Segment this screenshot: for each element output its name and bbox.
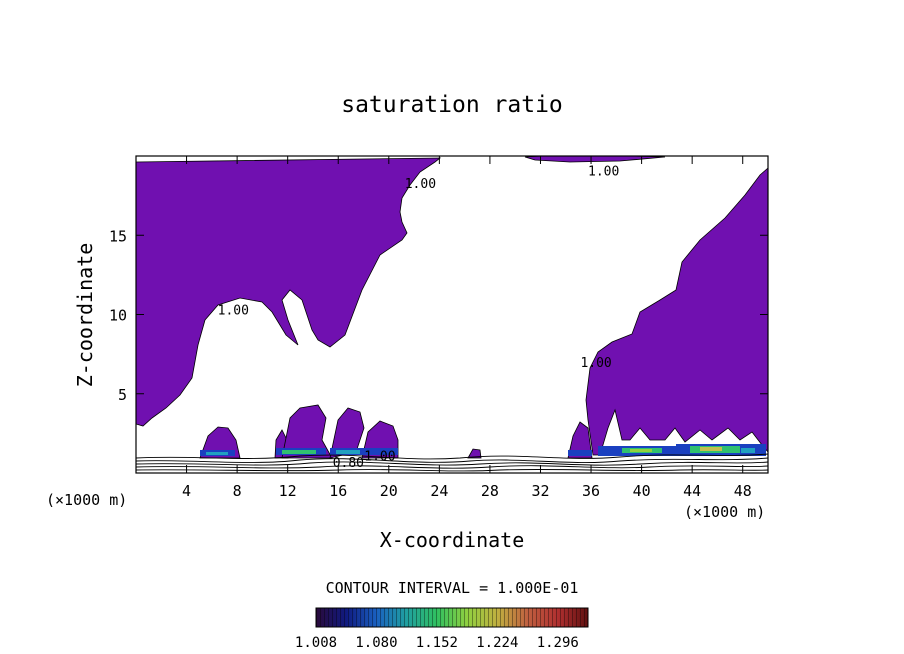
x-tick-label: 8 <box>233 482 242 500</box>
x-tick-label: 44 <box>683 482 701 500</box>
surface-contour-lines <box>136 453 768 472</box>
colorbar-tick-label: 1.152 <box>416 635 458 651</box>
colorbar-tick-label: 1.296 <box>537 635 579 651</box>
x-tick-label: 28 <box>481 482 499 500</box>
y-tick-label: 5 <box>118 386 127 404</box>
x-axis-unit-left: (×1000 m) <box>46 491 127 509</box>
contour-label: 1.00 <box>580 356 611 371</box>
x-axis-label: X-coordinate <box>380 528 525 552</box>
y-axis-label: Z-coordinate <box>73 243 97 388</box>
x-tick-label: 32 <box>531 482 549 500</box>
region-right <box>585 167 768 456</box>
contour-label: 1.00 <box>405 177 436 192</box>
y-axis-ticks: 5 10 15 <box>109 227 768 404</box>
contour-fills <box>136 156 768 459</box>
colorbar-tick-labels: 1.008 1.080 1.152 1.224 1.296 <box>295 635 579 651</box>
x-tick-label: 20 <box>380 482 398 500</box>
x-tick-label: 40 <box>633 482 651 500</box>
contour-interval-text: CONTOUR INTERVAL = 1.000E-01 <box>326 579 579 597</box>
x-axis-ticks: 4 8 12 16 20 24 28 32 36 40 44 48 <box>182 156 752 500</box>
x-tick-label: 24 <box>430 482 448 500</box>
contour-label: 1.00 <box>588 164 619 179</box>
contour-label: 1.00 <box>364 450 395 465</box>
colorbar-tick-label: 1.080 <box>355 635 397 651</box>
region-bump-26 <box>467 448 482 459</box>
y-tick-label: 15 <box>109 227 127 245</box>
x-axis-unit-right: (×1000 m) <box>684 503 765 521</box>
chart-title: saturation ratio <box>341 92 563 118</box>
colorbar: 1.008 1.080 1.152 1.224 1.296 <box>295 607 589 651</box>
contour-hotspots <box>200 444 766 456</box>
region-upper-left <box>136 157 442 427</box>
contour-label: 1.00 <box>218 304 249 319</box>
contour-labels: 1.001.001.001.000.80 1.00 <box>218 164 620 471</box>
x-tick-label: 16 <box>329 482 347 500</box>
colorbar-tick-label: 1.008 <box>295 635 337 651</box>
x-tick-label: 4 <box>182 482 191 500</box>
contour-label: 0.80 <box>333 456 364 471</box>
colorbar-tick-label: 1.224 <box>476 635 518 651</box>
y-tick-label: 10 <box>109 307 127 325</box>
x-tick-label: 48 <box>734 482 752 500</box>
x-tick-label: 12 <box>279 482 297 500</box>
x-tick-label: 36 <box>582 482 600 500</box>
